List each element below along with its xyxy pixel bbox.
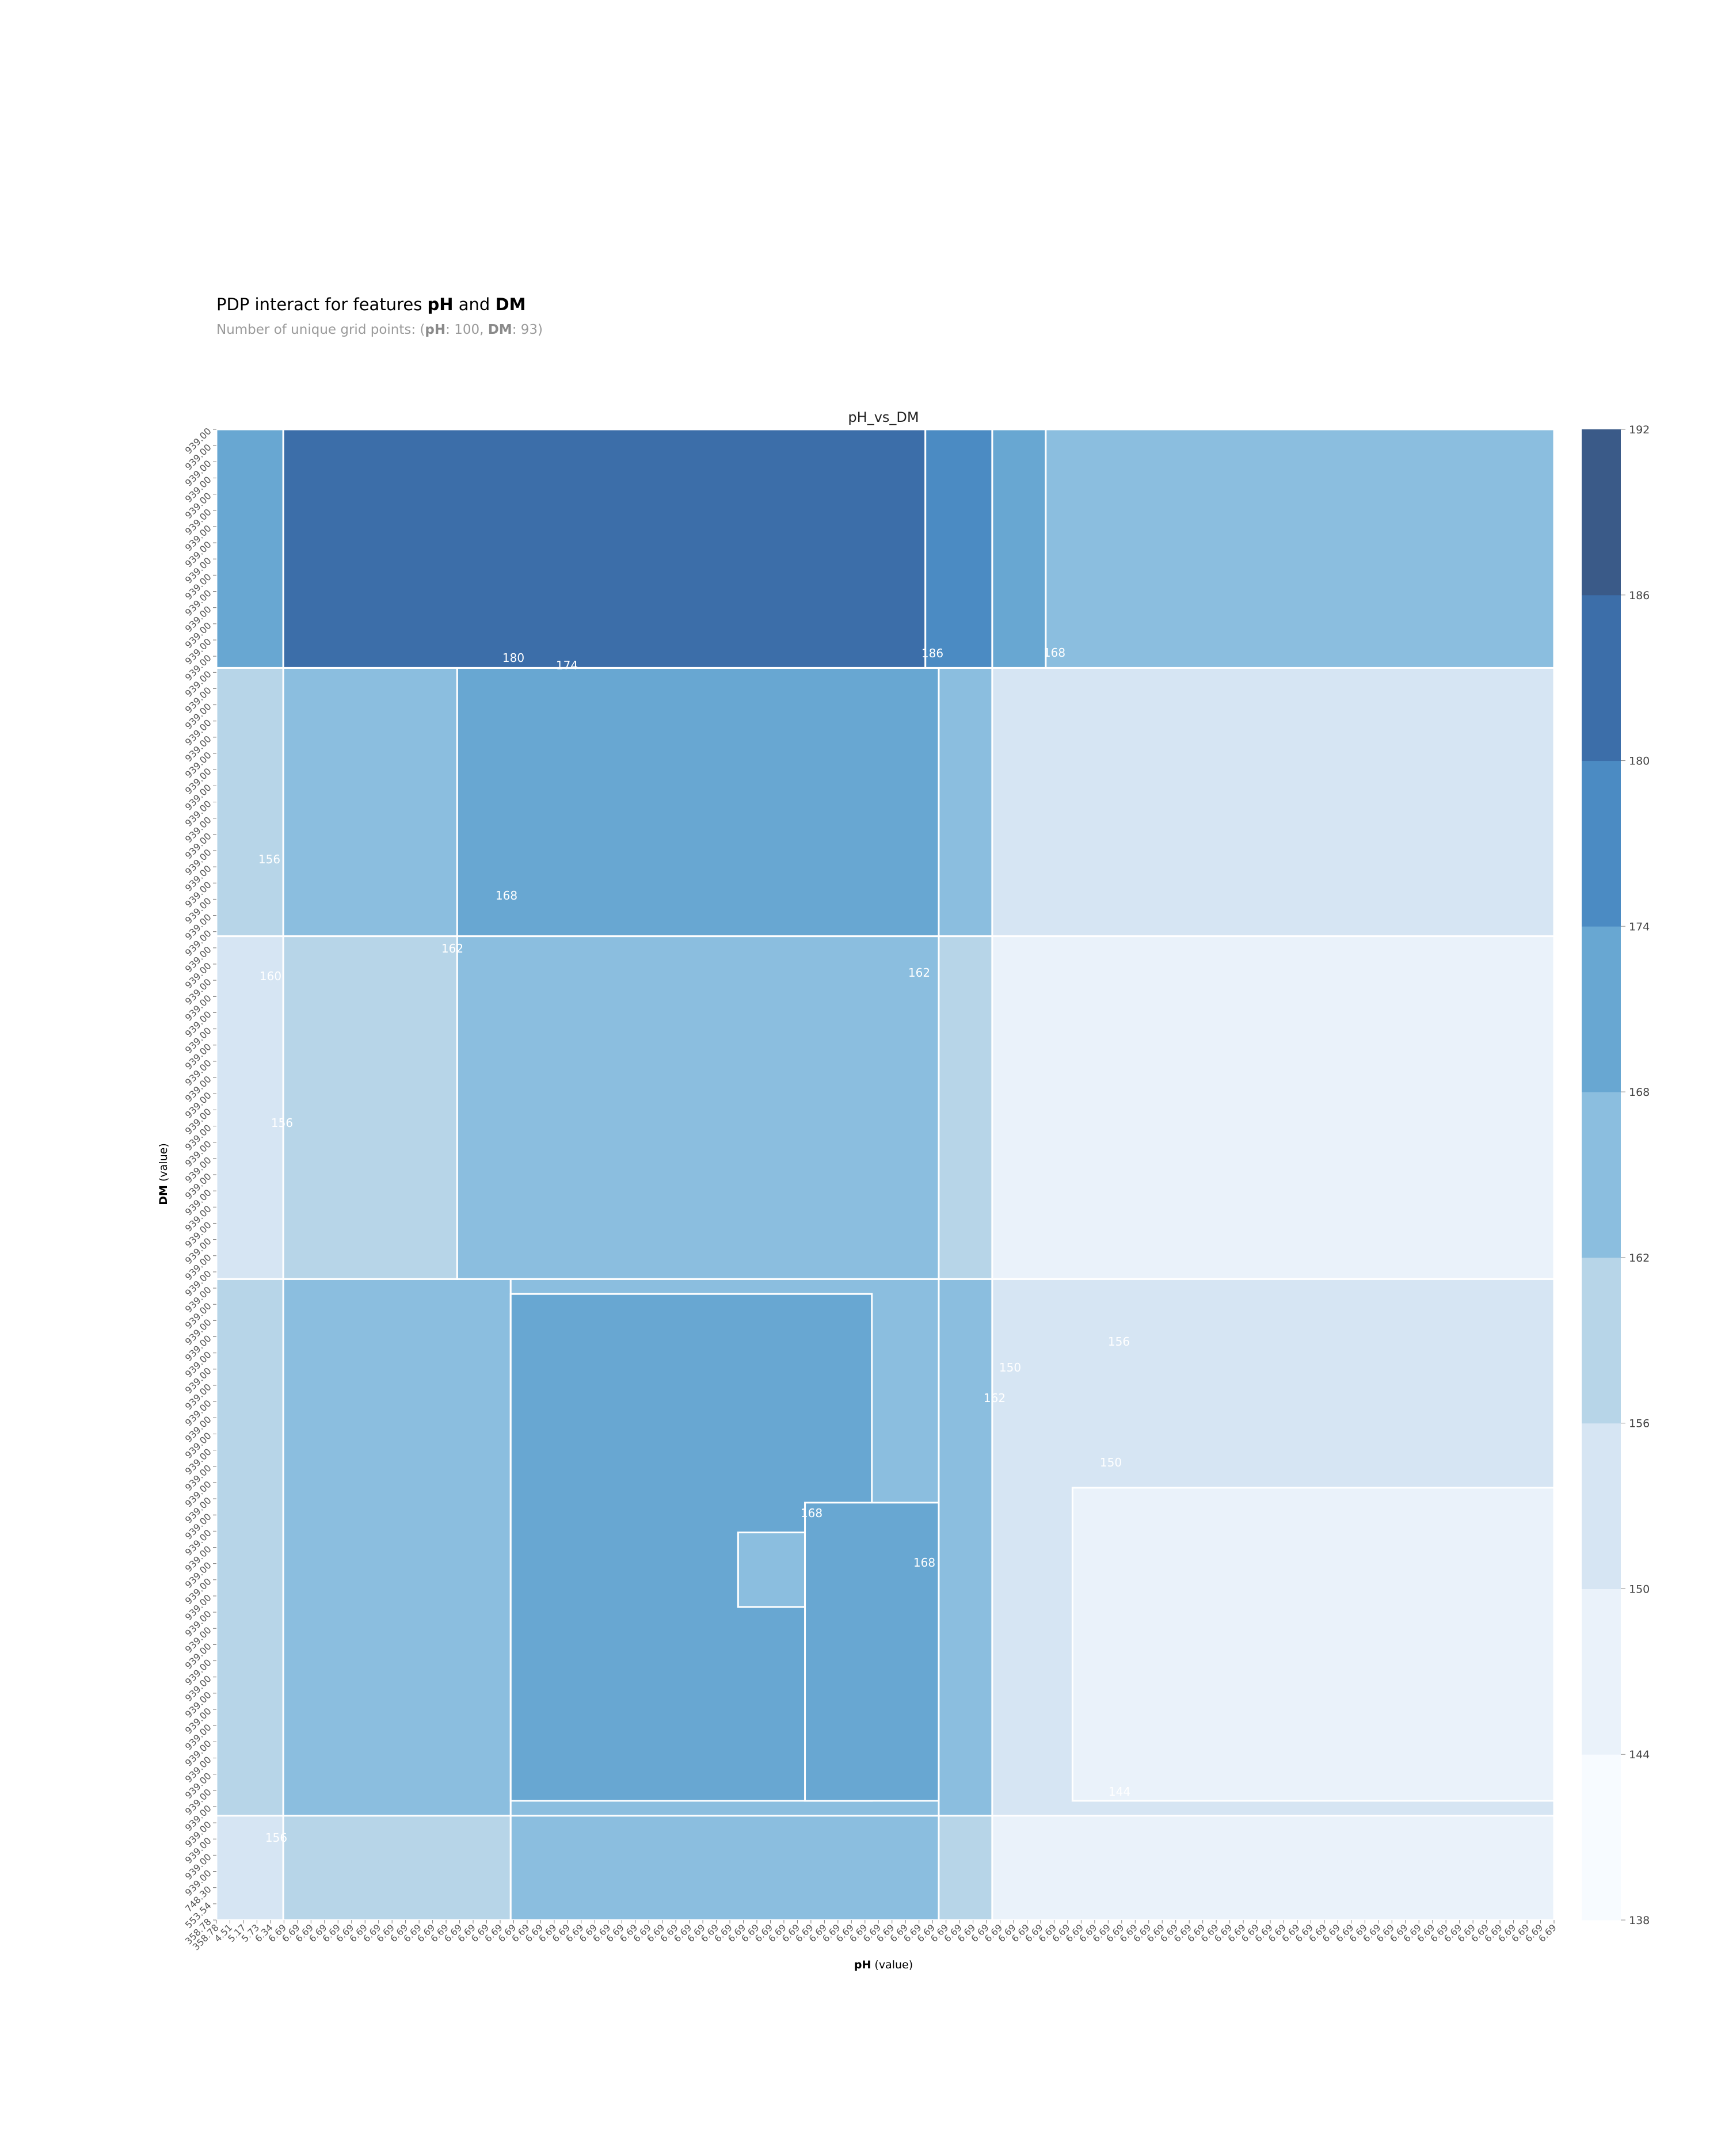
heatmap-regions — [215, 428, 1555, 1921]
chart-title: PDP interact for features pH and DM — [216, 295, 526, 314]
y-axis-ticks: 358.78553.54748.30939.00939.00939.00939.… — [183, 425, 216, 1947]
contour-label: 156 — [258, 852, 280, 866]
x-grid-count: 100 — [454, 322, 480, 337]
colorbar-band — [1582, 760, 1621, 927]
heatmap-region-14 — [215, 935, 284, 1280]
heatmap-region-25 — [282, 428, 927, 669]
heatmap-region-18 — [991, 935, 1555, 1280]
colorbar-label: 180 — [1629, 755, 1650, 768]
heatmap-region-23 — [991, 666, 1555, 938]
heatmap-region-28 — [1045, 428, 1555, 669]
heatmap-region-6 — [282, 1278, 512, 1817]
colorbar-label: 150 — [1629, 1583, 1650, 1595]
colorbar-band — [1582, 1589, 1621, 1755]
contour-label: 150 — [1100, 1456, 1122, 1469]
contour-label: 168 — [1044, 646, 1065, 660]
contour-label: 156 — [271, 1116, 293, 1130]
contour-label: 180 — [502, 651, 524, 665]
panel-title: pH_vs_DM — [848, 409, 919, 425]
x-axis-title: pH (value) — [854, 1959, 913, 1971]
contour-label: 144 — [1109, 1785, 1130, 1799]
heatmap-region-1 — [282, 1815, 512, 1921]
colorbar-band — [1582, 1754, 1621, 1921]
heatmap-region-22 — [938, 666, 993, 938]
colorbar-label: 162 — [1629, 1252, 1650, 1264]
heatmap-region-24 — [215, 428, 284, 669]
contour-label: 162 — [908, 966, 930, 980]
heatmap-region-0 — [215, 1815, 284, 1921]
contour-label: 174 — [556, 658, 578, 672]
heatmap-region-11 — [938, 1278, 993, 1817]
contour-label: 186 — [921, 646, 943, 660]
heatmap-region-16 — [456, 935, 940, 1280]
heatmap-region-21 — [456, 666, 940, 938]
feature-x-name: pH — [427, 295, 454, 314]
heatmap-region-13 — [1071, 1487, 1555, 1802]
heatmap-region-19 — [215, 666, 284, 938]
contour-label: 168 — [496, 889, 517, 902]
heatmap-region-2 — [509, 1815, 940, 1921]
colorbar-band — [1582, 429, 1621, 596]
contour-labels: 180 174 186 168 156 168 162 160 162 156 150 156 162 1… — [258, 646, 1130, 1845]
colorbar-label: 156 — [1629, 1418, 1650, 1430]
heatmap-region-27 — [991, 428, 1047, 669]
heatmap-region-20 — [282, 666, 458, 938]
colorbar-label: 186 — [1629, 589, 1650, 602]
colorbar: 138 144 150 156 162 168 174 180 186 192 — [1582, 424, 1650, 1927]
feature-y-name: DM — [495, 295, 526, 314]
colorbar-band — [1582, 1092, 1621, 1258]
heatmap-region-3 — [938, 1815, 993, 1921]
heatmap-region-17 — [938, 935, 993, 1280]
contour-label: 150 — [999, 1361, 1021, 1374]
heatmap-region-15 — [282, 935, 458, 1280]
heatmap-region-9 — [737, 1532, 806, 1608]
contour-label: 156 — [265, 1831, 287, 1845]
heatmap-region-10 — [804, 1502, 940, 1802]
contour-label: 156 — [1108, 1335, 1130, 1349]
contour-label: 160 — [260, 969, 281, 983]
y-grid-count: 93 — [520, 322, 538, 337]
heatmap-region-5 — [215, 1278, 284, 1817]
y-axis-title: DM (value) — [157, 1143, 170, 1205]
contour-label: 162 — [441, 942, 463, 955]
colorbar-label: 192 — [1629, 424, 1650, 436]
colorbar-band — [1582, 595, 1621, 761]
colorbar-label: 168 — [1629, 1086, 1650, 1099]
contour-label: 168 — [913, 1556, 935, 1570]
colorbar-label: 138 — [1629, 1914, 1650, 1927]
x-axis-ticks: 358.784.515.175.736.346.696.696.696.696.… — [191, 1920, 1559, 1952]
colorbar-label: 174 — [1629, 920, 1650, 933]
chart-subtitle: Number of unique grid points: (pH: 100, … — [216, 322, 543, 337]
heatmap-region-4 — [991, 1815, 1555, 1921]
contour-label: 168 — [801, 1506, 822, 1520]
contour-label: 162 — [984, 1391, 1006, 1405]
colorbar-band — [1582, 926, 1621, 1092]
colorbar-label: 144 — [1629, 1749, 1650, 1761]
heatmap-region-26 — [924, 428, 993, 669]
colorbar-band — [1582, 1257, 1621, 1424]
colorbar-band — [1582, 1423, 1621, 1589]
